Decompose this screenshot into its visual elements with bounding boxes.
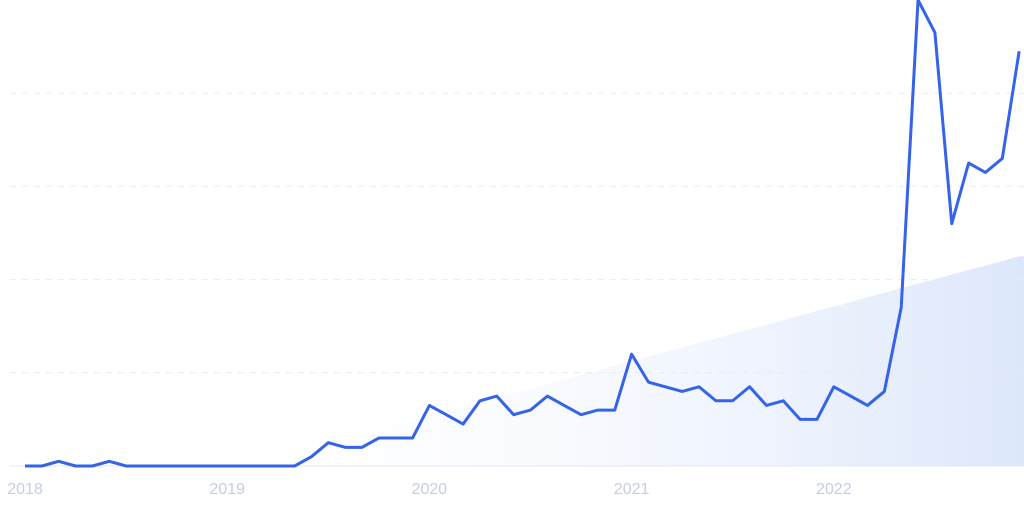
trend-area [244,256,1024,466]
x-tick-label: 2018 [7,481,43,498]
x-tick-label: 2020 [412,481,448,498]
data-line [25,0,1021,468]
x-tick-label: 2021 [614,481,650,498]
x-tick-label: 2019 [209,481,245,498]
x-tick-label: 2022 [816,481,852,498]
